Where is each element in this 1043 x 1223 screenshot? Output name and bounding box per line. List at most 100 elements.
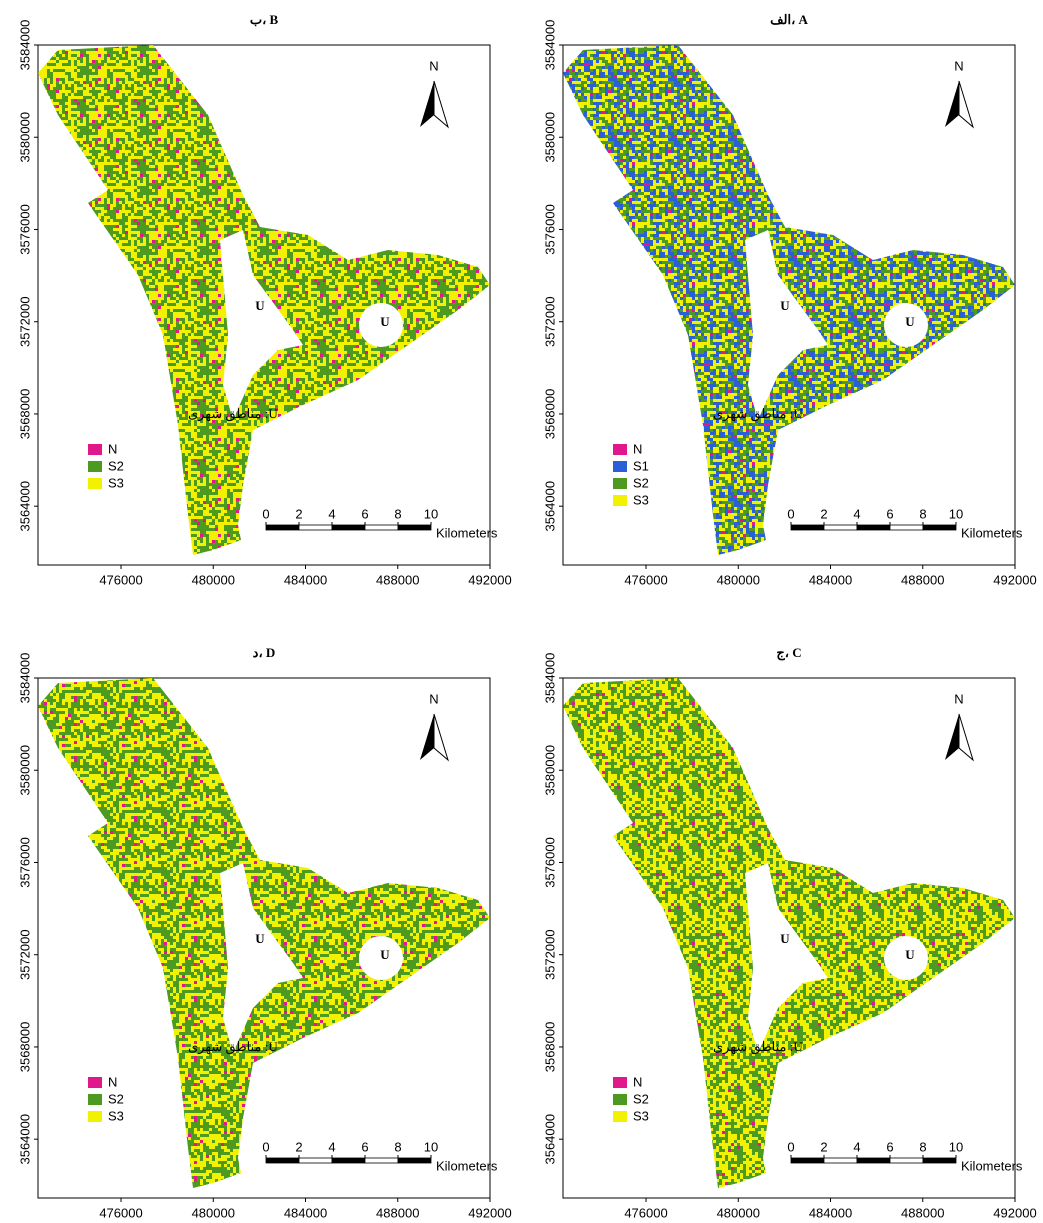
scale-label: 0	[262, 1139, 269, 1154]
north-arrow	[958, 713, 974, 762]
scale-block	[889, 1157, 924, 1164]
legend-label: N	[633, 441, 642, 456]
y-tick-label: 3580000	[542, 112, 557, 163]
y-tick-label: 3580000	[542, 745, 557, 796]
x-tick-label: 480000	[717, 1205, 760, 1220]
legend-swatch	[88, 478, 102, 489]
x-tick-label: 476000	[99, 1205, 142, 1220]
legend-swatch	[613, 1111, 627, 1122]
y-tick-label: 3564000	[17, 1114, 32, 1165]
scale-label: 4	[853, 1139, 860, 1154]
urban-label: U	[905, 947, 915, 962]
map-panel: ج، C U U U: مناطق شهری N S2 S3 N 0 2 4 6 8 10 Kilomete…	[542, 645, 1036, 1220]
scale-label: 0	[262, 506, 269, 521]
urban-area	[884, 303, 928, 347]
x-tick-label: 488000	[376, 572, 419, 587]
scale-block	[265, 1157, 300, 1164]
legend-swatch	[88, 444, 102, 455]
y-tick-label: 3584000	[17, 653, 32, 704]
x-tick-label: 480000	[192, 1205, 235, 1220]
x-tick-label: 492000	[993, 1205, 1036, 1220]
y-tick-label: 3564000	[542, 481, 557, 532]
scale-label: 4	[853, 506, 860, 521]
y-tick-label: 3580000	[17, 745, 32, 796]
y-tick-label: 3568000	[542, 1022, 557, 1073]
urban-label: U	[780, 931, 790, 946]
north-label: N	[954, 691, 963, 706]
north-label: N	[429, 58, 438, 73]
x-tick-label: 476000	[99, 572, 142, 587]
scale-label: 6	[886, 506, 893, 521]
urban-area	[359, 936, 403, 980]
legend-label: S2	[633, 475, 649, 490]
scale-block	[364, 1157, 399, 1164]
scale-label: 0	[787, 506, 794, 521]
scale-block	[823, 1157, 858, 1164]
panel-title: د، D	[253, 645, 276, 660]
x-tick-label: 484000	[284, 1205, 327, 1220]
legend-swatch	[613, 495, 627, 506]
legend-label: S3	[108, 475, 124, 490]
legend-swatch	[613, 478, 627, 489]
scale-block	[331, 524, 366, 531]
scale-block	[889, 524, 924, 531]
north-arrow	[945, 81, 959, 127]
y-tick-label: 3572000	[17, 929, 32, 980]
x-tick-label: 484000	[284, 572, 327, 587]
urban-label: U	[255, 298, 265, 313]
north-label: N	[954, 58, 963, 73]
scale-unit: Kilometers	[436, 525, 498, 540]
scale-unit: Kilometers	[961, 525, 1023, 540]
north-label: N	[429, 691, 438, 706]
north-arrow	[958, 80, 974, 129]
urban-area	[884, 936, 928, 980]
urban-label: U	[380, 314, 390, 329]
x-tick-label: 488000	[901, 1205, 944, 1220]
scale-block	[265, 524, 300, 531]
x-tick-label: 480000	[717, 572, 760, 587]
scale-block	[922, 1157, 957, 1164]
urban-area	[220, 230, 303, 420]
x-tick-label: 488000	[901, 572, 944, 587]
scale-block	[397, 524, 432, 531]
x-tick-label: 492000	[468, 1205, 511, 1220]
scale-label: 6	[886, 1139, 893, 1154]
scale-label: 0	[787, 1139, 794, 1154]
map-panel: الف، A U U U: مناطق شهری N S1 S2 S3 N 0 2 4 6 8 10 Kilo…	[542, 12, 1036, 587]
legend-swatch	[613, 1077, 627, 1088]
urban-note: U: مناطق شهری	[188, 1039, 278, 1055]
legend-swatch	[88, 461, 102, 472]
map-panel: د، D U U U: مناطق شهری N S2 S3 N 0 2 4 6 8 10 Kilomete…	[17, 645, 511, 1220]
urban-label: U	[255, 931, 265, 946]
urban-area	[359, 303, 403, 347]
scale-block	[298, 1157, 333, 1164]
scale-block	[790, 1157, 825, 1164]
map-panel: ب، B U U U: مناطق شهری N S2 S3 N 0 2 4 6 8 10 Kilomete…	[17, 12, 511, 587]
scale-label: 2	[295, 506, 302, 521]
scale-label: 10	[949, 1139, 963, 1154]
north-arrow	[945, 714, 959, 760]
y-tick-label: 3568000	[17, 1022, 32, 1073]
y-tick-label: 3576000	[17, 204, 32, 255]
x-tick-label: 484000	[809, 1205, 852, 1220]
legend-swatch	[88, 1111, 102, 1122]
scale-label: 8	[394, 506, 401, 521]
legend-label: N	[108, 441, 117, 456]
y-tick-label: 3572000	[542, 296, 557, 347]
scale-block	[856, 524, 891, 531]
y-tick-label: 3572000	[542, 929, 557, 980]
scale-label: 4	[328, 506, 335, 521]
x-tick-label: 488000	[376, 1205, 419, 1220]
y-tick-label: 3576000	[542, 837, 557, 888]
urban-area	[745, 863, 828, 1053]
north-arrow	[420, 81, 434, 127]
north-arrow	[420, 714, 434, 760]
legend-label: S2	[108, 1091, 124, 1106]
x-tick-label: 492000	[468, 572, 511, 587]
urban-area	[220, 863, 303, 1053]
scale-block	[856, 1157, 891, 1164]
legend-swatch	[613, 1094, 627, 1105]
x-tick-label: 492000	[993, 572, 1036, 587]
scale-label: 2	[820, 1139, 827, 1154]
scale-label: 6	[361, 506, 368, 521]
